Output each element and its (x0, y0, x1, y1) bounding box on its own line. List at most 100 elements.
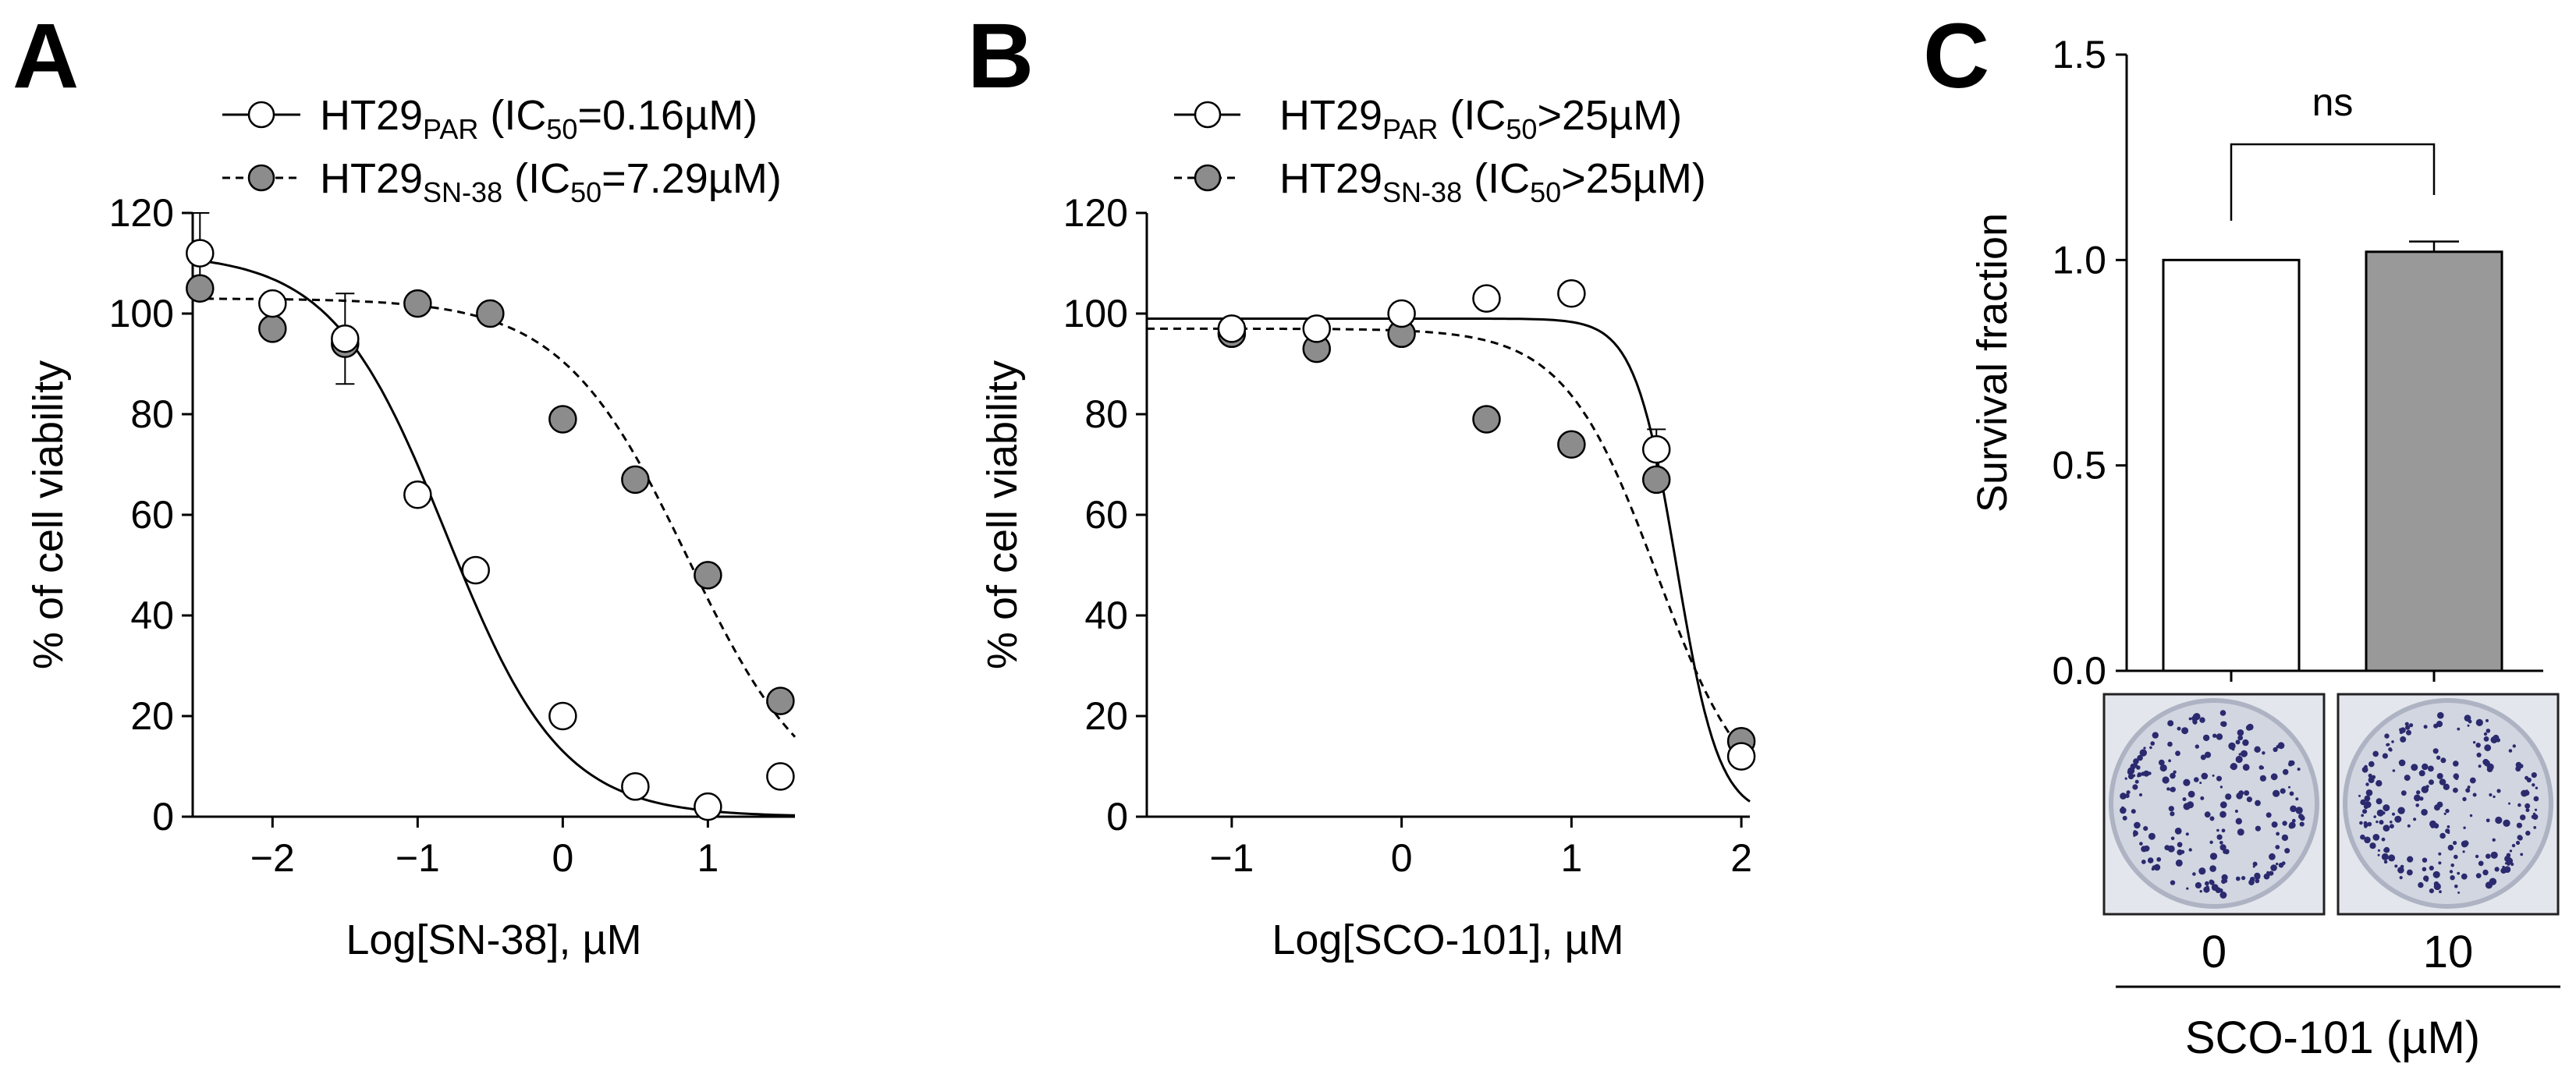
colony (2483, 736, 2489, 742)
colony (2183, 778, 2191, 786)
colony (2156, 856, 2162, 862)
colony (2177, 842, 2183, 848)
colony (2454, 854, 2458, 860)
colony (2379, 820, 2384, 825)
colony (2270, 773, 2278, 781)
colony (2234, 810, 2238, 813)
data-point-series-0 (1302, 314, 1331, 343)
colony (2149, 746, 2152, 750)
colony (2188, 717, 2192, 721)
colony (2167, 720, 2174, 727)
colony (2281, 834, 2289, 842)
colony (2390, 824, 2394, 829)
colony (2372, 750, 2379, 757)
colony (2478, 764, 2482, 768)
colony (2369, 842, 2376, 849)
colony (2130, 763, 2137, 770)
colony (2192, 720, 2198, 725)
fit-curve-series-0 (192, 258, 796, 817)
colony (2153, 863, 2161, 871)
y-tick-label: 40 (1084, 594, 1128, 637)
colony (2143, 845, 2150, 852)
data-point-series-0 (1726, 742, 1756, 771)
data-point-series-0 (331, 324, 360, 353)
colony (2495, 816, 2503, 824)
colony (2469, 777, 2476, 784)
colony (2433, 823, 2439, 829)
bracket-line (2230, 143, 2436, 221)
colony (2270, 864, 2277, 871)
colony (2371, 775, 2376, 779)
colony (2376, 820, 2379, 824)
colony (2263, 873, 2270, 880)
colony (2383, 804, 2390, 812)
colony (2168, 806, 2174, 812)
colony (2453, 841, 2457, 846)
panel-b-x-axis-title: Log[SCO-101], µM (1272, 917, 1623, 963)
colony (2134, 779, 2139, 784)
y-tick-label: 0 (152, 795, 174, 839)
colony (2269, 853, 2276, 860)
colony (2148, 832, 2156, 840)
x-tick-label: −2 (250, 836, 295, 880)
colony (2364, 825, 2367, 828)
colony (2407, 869, 2413, 876)
colony (2413, 817, 2417, 821)
colony (2175, 859, 2183, 867)
category-label-10: 10 (2423, 927, 2474, 977)
colony (2174, 828, 2182, 835)
data-point-series-1 (403, 289, 432, 318)
data-point-series-0 (1557, 278, 1586, 308)
colony (2405, 725, 2411, 730)
colony (2525, 808, 2530, 813)
colony (2429, 888, 2434, 894)
colony (2373, 815, 2376, 818)
y-tick-label: 1.0 (2052, 238, 2106, 282)
legend-marker-filled (247, 164, 275, 192)
colony-image-treated (2336, 693, 2560, 916)
colony (2237, 729, 2244, 736)
colony (2203, 886, 2210, 893)
data-point-series-1 (186, 274, 215, 303)
colony (2241, 876, 2246, 881)
colony (2406, 729, 2411, 736)
data-point-series-1 (548, 405, 577, 434)
colony (2376, 809, 2384, 817)
colony (2382, 753, 2388, 759)
colony-image-control (2102, 693, 2326, 916)
colony (2364, 764, 2368, 769)
colony (2532, 812, 2536, 816)
colony (2399, 728, 2403, 732)
colony (2143, 746, 2146, 750)
colony (2482, 869, 2489, 876)
colony (2449, 870, 2454, 874)
colony (2419, 796, 2424, 801)
colony (2219, 785, 2223, 789)
colony (2462, 796, 2467, 802)
panel-b-y-axis-title: % of cell viability (979, 360, 1026, 669)
colony (2231, 747, 2235, 751)
colony (2360, 799, 2366, 806)
colony (2209, 840, 2213, 845)
y-tick-label: 60 (1084, 493, 1128, 537)
colony (2255, 878, 2260, 884)
x-tick-label: 1 (697, 836, 719, 880)
colony (2291, 818, 2296, 823)
colony (2398, 759, 2406, 767)
colony (2461, 873, 2468, 880)
colony (2434, 804, 2440, 811)
colony (2534, 808, 2538, 811)
colony (2407, 856, 2414, 863)
colony (2204, 811, 2211, 818)
data-point-series-0 (1217, 314, 1247, 343)
panel-c: C 0.0 0.5 1.0 1.5 Survival fraction ns 0 10… (1923, 5, 2560, 1063)
colony (2483, 760, 2490, 767)
colony (2383, 860, 2388, 864)
panel-b-x-axis: −1 0 1 2 (1147, 815, 1752, 880)
colony (2282, 821, 2287, 826)
colony (2298, 814, 2304, 820)
colony (2236, 758, 2240, 762)
colony (2150, 741, 2155, 746)
colony (2521, 789, 2528, 797)
colony (2209, 879, 2214, 885)
